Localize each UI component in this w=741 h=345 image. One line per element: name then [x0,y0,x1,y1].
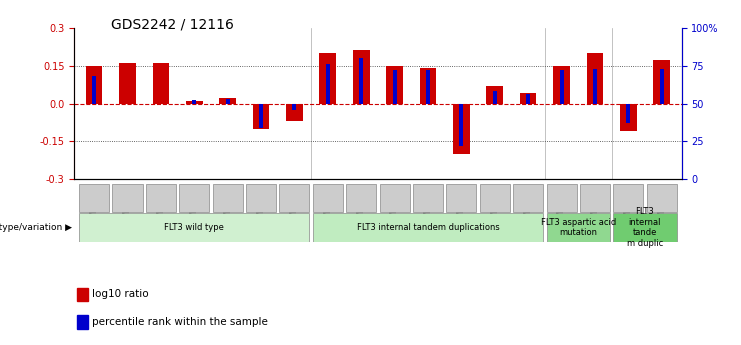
FancyBboxPatch shape [213,184,243,212]
FancyBboxPatch shape [313,184,343,212]
Text: FLT3
internal
tande
m duplic: FLT3 internal tande m duplic [627,207,663,247]
FancyBboxPatch shape [547,184,576,212]
FancyBboxPatch shape [479,184,510,212]
FancyBboxPatch shape [179,184,209,212]
Text: GDS2242 / 12116: GDS2242 / 12116 [111,17,234,31]
FancyBboxPatch shape [614,213,677,242]
FancyBboxPatch shape [580,184,610,212]
Bar [77,315,88,329]
Bar [92,76,96,104]
Bar [620,104,637,131]
Bar [186,101,202,104]
Bar [293,104,296,110]
FancyBboxPatch shape [113,184,142,212]
Bar [119,63,136,104]
FancyBboxPatch shape [614,184,643,212]
Bar [559,70,564,104]
Bar [426,70,430,104]
Bar [659,69,664,104]
Bar [219,98,236,104]
Text: genotype/variation ▶: genotype/variation ▶ [0,223,73,232]
Bar [192,100,196,104]
Bar [453,104,470,154]
Bar [326,64,330,104]
FancyBboxPatch shape [246,184,276,212]
Bar [554,66,570,104]
FancyBboxPatch shape [313,213,543,242]
Bar [493,91,496,104]
Bar [259,104,263,128]
Bar [526,95,530,103]
Bar [654,60,670,104]
Bar [593,69,597,104]
Bar [519,93,536,104]
FancyBboxPatch shape [79,213,310,242]
Bar [459,104,463,146]
Bar [419,68,436,104]
Bar [153,63,169,104]
Bar [393,70,396,104]
Bar [253,104,270,129]
Text: percentile rank within the sample: percentile rank within the sample [93,317,268,327]
FancyBboxPatch shape [146,184,176,212]
Bar [77,287,88,301]
Text: FLT3 internal tandem duplications: FLT3 internal tandem duplications [356,223,499,232]
Bar [286,104,303,121]
Bar [486,86,503,104]
Bar [319,53,336,104]
Bar [226,99,230,103]
FancyBboxPatch shape [547,213,610,242]
Bar [353,50,370,104]
FancyBboxPatch shape [79,184,109,212]
FancyBboxPatch shape [346,184,376,212]
Bar [359,58,363,104]
Text: FLT3 wild type: FLT3 wild type [165,223,225,232]
Text: FLT3 aspartic acid
mutation: FLT3 aspartic acid mutation [541,218,616,237]
Text: log10 ratio: log10 ratio [93,289,149,299]
FancyBboxPatch shape [647,184,677,212]
FancyBboxPatch shape [513,184,543,212]
FancyBboxPatch shape [446,184,476,212]
Bar [587,53,603,104]
FancyBboxPatch shape [279,184,310,212]
Bar [626,104,631,123]
FancyBboxPatch shape [379,184,410,212]
Bar [86,66,102,104]
Bar [386,66,403,104]
FancyBboxPatch shape [413,184,443,212]
